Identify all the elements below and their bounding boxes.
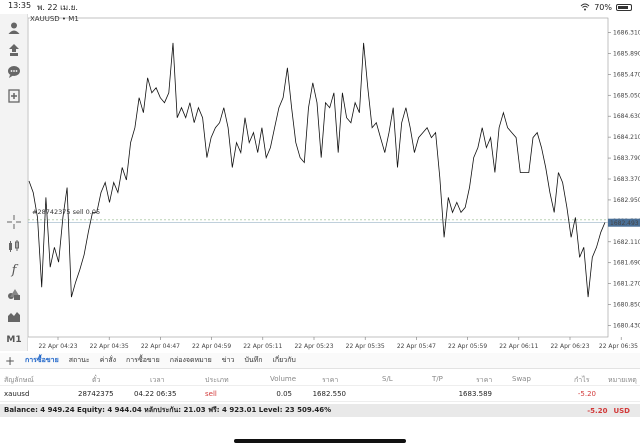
cell-current-price: 1683.589: [458, 390, 492, 398]
tab-0[interactable]: การซื้อขาย: [25, 356, 59, 364]
indicators-icon[interactable]: f: [11, 262, 17, 278]
y-tick-label: 1681.690: [613, 260, 640, 267]
tab-5[interactable]: ข่าว: [221, 356, 235, 364]
cell-time: 04.22 06:35: [134, 390, 177, 398]
table-row[interactable]: xauusd 28742375 04.22 06:35 sell 0.05 16…: [0, 386, 640, 402]
header-cell[interactable]: ราคา: [322, 376, 339, 384]
y-tick-label: 1683.370: [613, 176, 640, 183]
tab-7[interactable]: เกี่ยวกับ: [272, 356, 296, 364]
symbol-name: XAUUSD: [30, 15, 60, 23]
header-cell[interactable]: S/L: [382, 375, 393, 383]
x-tick-label: 22 Apr 05:59: [448, 343, 487, 350]
header-cell[interactable]: T/P: [432, 375, 443, 383]
y-tick-label: 1681.270: [613, 281, 640, 288]
total-profit: -5.20: [587, 406, 608, 415]
symbol-timeframe: M1: [68, 15, 79, 23]
chat-icon[interactable]: [3, 62, 25, 82]
templates-icon[interactable]: [3, 307, 25, 327]
x-tick-label: 22 Apr 06:35: [599, 343, 638, 350]
y-tick-label: 1683.790: [613, 155, 640, 162]
order-line-label: #28742375 sell 0.05: [32, 208, 101, 216]
objects-icon[interactable]: [3, 284, 25, 304]
x-tick-label: 22 Apr 05:23: [294, 343, 333, 350]
x-tick-label: 22 Apr 05:35: [346, 343, 385, 350]
cell-ticket: 28742375: [78, 390, 114, 398]
battery-fill: [618, 5, 628, 9]
chart-canvas: 1686.310 1685.890 1685.470 1685.050 1684.630…: [27, 17, 640, 350]
battery-icon: [616, 3, 632, 11]
y-tick-label: 1685.050: [613, 92, 640, 99]
balance-text: Balance: 4 949.24 Equity: 4 944.04 หลักป…: [4, 406, 332, 414]
tab-list: การซื้อขาย สถานะ ค่าสั่ง การซื้อขาย กล่องจดห…: [20, 355, 301, 366]
profit-currency: USD: [613, 406, 630, 415]
tab-4[interactable]: กล่องจดหมาย: [169, 356, 212, 364]
header-cell[interactable]: เวลา: [150, 376, 165, 384]
y-tick-label: 1686.310: [613, 29, 640, 36]
x-tick-label: 22 Apr 05:11: [243, 343, 282, 350]
table-header: สัญลักษณ์ ตั๋ว เวลา ประเภท Volume ราคา S/L T/P ร…: [0, 371, 640, 386]
y-tick-label: 1684.630: [613, 113, 640, 120]
price-chart[interactable]: 1686.310 1685.890 1685.470 1685.050 1684.630…: [27, 14, 640, 351]
cell-profit: -5.20: [577, 390, 596, 398]
symbol-separator: •: [61, 15, 67, 23]
y-tick-label: 1682.110: [613, 239, 640, 246]
y-tick-label: 1685.470: [613, 71, 640, 78]
account-icon[interactable]: [3, 18, 25, 38]
x-tick-label: 22 Apr 04:59: [192, 343, 231, 350]
price-series-line: [28, 42, 606, 298]
balance-summary: Balance: 4 949.24 Equity: 4 944.04 หลักป…: [0, 404, 640, 417]
wifi-icon: [580, 3, 590, 11]
status-date: พ. 22 เม.ย.: [37, 2, 78, 12]
x-tick-label: 22 Apr 04:35: [90, 343, 129, 350]
y-tick-label: 1684.210: [613, 134, 640, 141]
toolbox-tabs: + การซื้อขาย สถานะ ค่าสั่ง การซื้อขาย กล่องจ…: [0, 353, 640, 369]
status-time: 13:35: [8, 0, 32, 10]
crosshair-icon[interactable]: [3, 212, 25, 232]
header-cell[interactable]: ตั๋ว: [92, 376, 101, 384]
header-cell[interactable]: ประเภท: [205, 376, 229, 384]
timeframe-button[interactable]: M1: [6, 335, 22, 345]
y-tick-label: 1682.950: [613, 197, 640, 204]
tab-3[interactable]: การซื้อขาย: [126, 356, 160, 364]
header-cell[interactable]: หมายเหตุ: [608, 376, 637, 384]
tab-6[interactable]: บันทึก: [244, 356, 263, 364]
cell-type: sell: [205, 390, 217, 398]
header-cell[interactable]: กำไร: [574, 376, 590, 384]
y-tick-label: 1680.430: [613, 323, 640, 330]
trade-arrows-icon[interactable]: [3, 40, 25, 60]
home-indicator: [234, 439, 406, 443]
y-tick-label: 1680.850: [613, 302, 640, 309]
x-tick-label: 22 Apr 06:23: [550, 343, 589, 350]
chart-toolbar: f M1: [0, 14, 28, 351]
chart-type-icon[interactable]: [3, 236, 25, 256]
cell-volume: 0.05: [276, 390, 292, 398]
tab-2[interactable]: ค่าสั่ง: [99, 356, 117, 364]
status-bar: 13:35 พ. 22 เม.ย. 70%: [0, 0, 640, 14]
current-price-tag: 1682.493: [610, 220, 639, 227]
header-cell[interactable]: Swap: [512, 375, 531, 383]
y-tick-label: 1685.890: [613, 50, 640, 57]
plot-frame: [27, 17, 609, 338]
header-cell[interactable]: Volume: [270, 375, 297, 383]
cell-symbol: xauusd: [4, 390, 30, 398]
header-cell[interactable]: สัญลักษณ์: [4, 376, 34, 384]
battery-percent: 70%: [594, 2, 612, 12]
new-order-icon[interactable]: [3, 86, 25, 106]
cell-open-price: 1682.550: [312, 390, 346, 398]
x-tick-label: 22 Apr 06:11: [499, 343, 538, 350]
chart-symbol-label: XAUUSD • M1: [30, 15, 79, 23]
current-price-box: [608, 218, 640, 227]
x-tick-label: 22 Apr 04:23: [38, 343, 77, 350]
x-tick-label: 22 Apr 05:47: [397, 343, 436, 350]
add-tab-icon[interactable]: +: [4, 353, 16, 368]
tab-1[interactable]: สถานะ: [68, 356, 90, 364]
header-cell[interactable]: ราคา: [476, 376, 493, 384]
x-tick-label: 22 Apr 04:47: [141, 343, 180, 350]
